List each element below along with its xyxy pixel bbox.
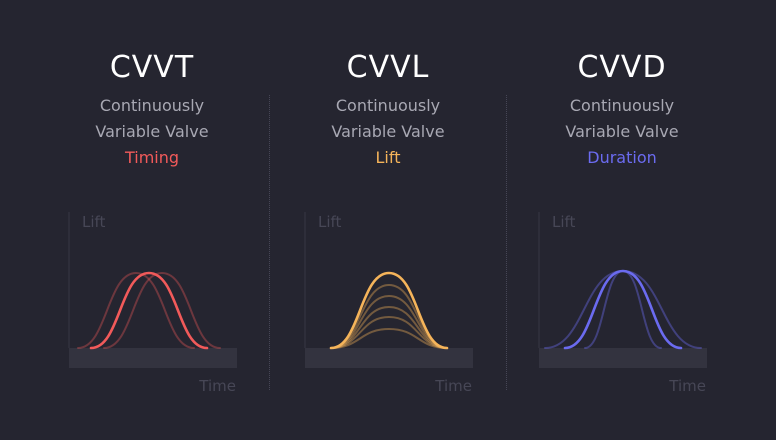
cvvl-lift-diagram: Lift Time [304,212,473,395]
cvvt-baseline-bar [69,348,237,368]
cvvt-curve-active [89,271,209,350]
cvvt-highlight: Timing [124,148,180,167]
cvvl-line-1: Continuously [335,96,441,115]
cvvt-curve-advanced [77,271,195,349]
cvvt-line-1: Continuously [99,96,205,115]
cvvd-lift-diagram: Lift Time [538,212,707,395]
cvvd-highlight: Duration [587,148,657,167]
cvvl-panel: CVVL Continuously Variable Valve Lift Li… [268,0,508,440]
panel-divider-right [506,95,507,390]
cvvd-line-2: Variable Valve [565,122,679,141]
cvvd-curve-short [584,269,662,349]
cvvt-x-axis-label: Time [198,377,236,395]
cvvl-curve-level-3 [330,305,448,349]
cvvd-curve-long [544,269,702,349]
cvvl-highlight: Lift [375,148,401,167]
cvvl-title: CVVL [346,50,430,85]
cvvd-panel: CVVD Continuously Variable Valve Duratio… [502,0,742,440]
cvvd-y-axis-label: Lift [552,213,576,231]
cvvt-y-axis-label: Lift [82,213,106,231]
cvvt-lift-diagram: Lift Time [68,212,237,395]
cvvl-curve-active [329,271,449,350]
cvvd-baseline-bar [539,348,707,368]
cvvd-line-1: Continuously [569,96,675,115]
cvvl-baseline-bar [305,348,473,368]
cvvt-line-2: Variable Valve [95,122,209,141]
cvvl-curve-level-4 [330,294,448,349]
cvvd-curve-active [563,269,683,350]
cvvd-title: CVVD [577,50,667,85]
cvvt-curve-retarded [103,271,221,349]
cvvl-curve-level-2 [330,315,448,349]
cvvt-title: CVVT [109,50,195,85]
panel-divider-left [269,95,270,390]
cvvl-x-axis-label: Time [434,377,472,395]
cvvl-line-2: Variable Valve [331,122,445,141]
cvvl-curve-level-1 [330,327,448,349]
cvvt-panel: CVVT Continuously Variable Valve Timing … [32,0,272,440]
cvvd-x-axis-label: Time [668,377,706,395]
cvvl-y-axis-label: Lift [318,213,342,231]
